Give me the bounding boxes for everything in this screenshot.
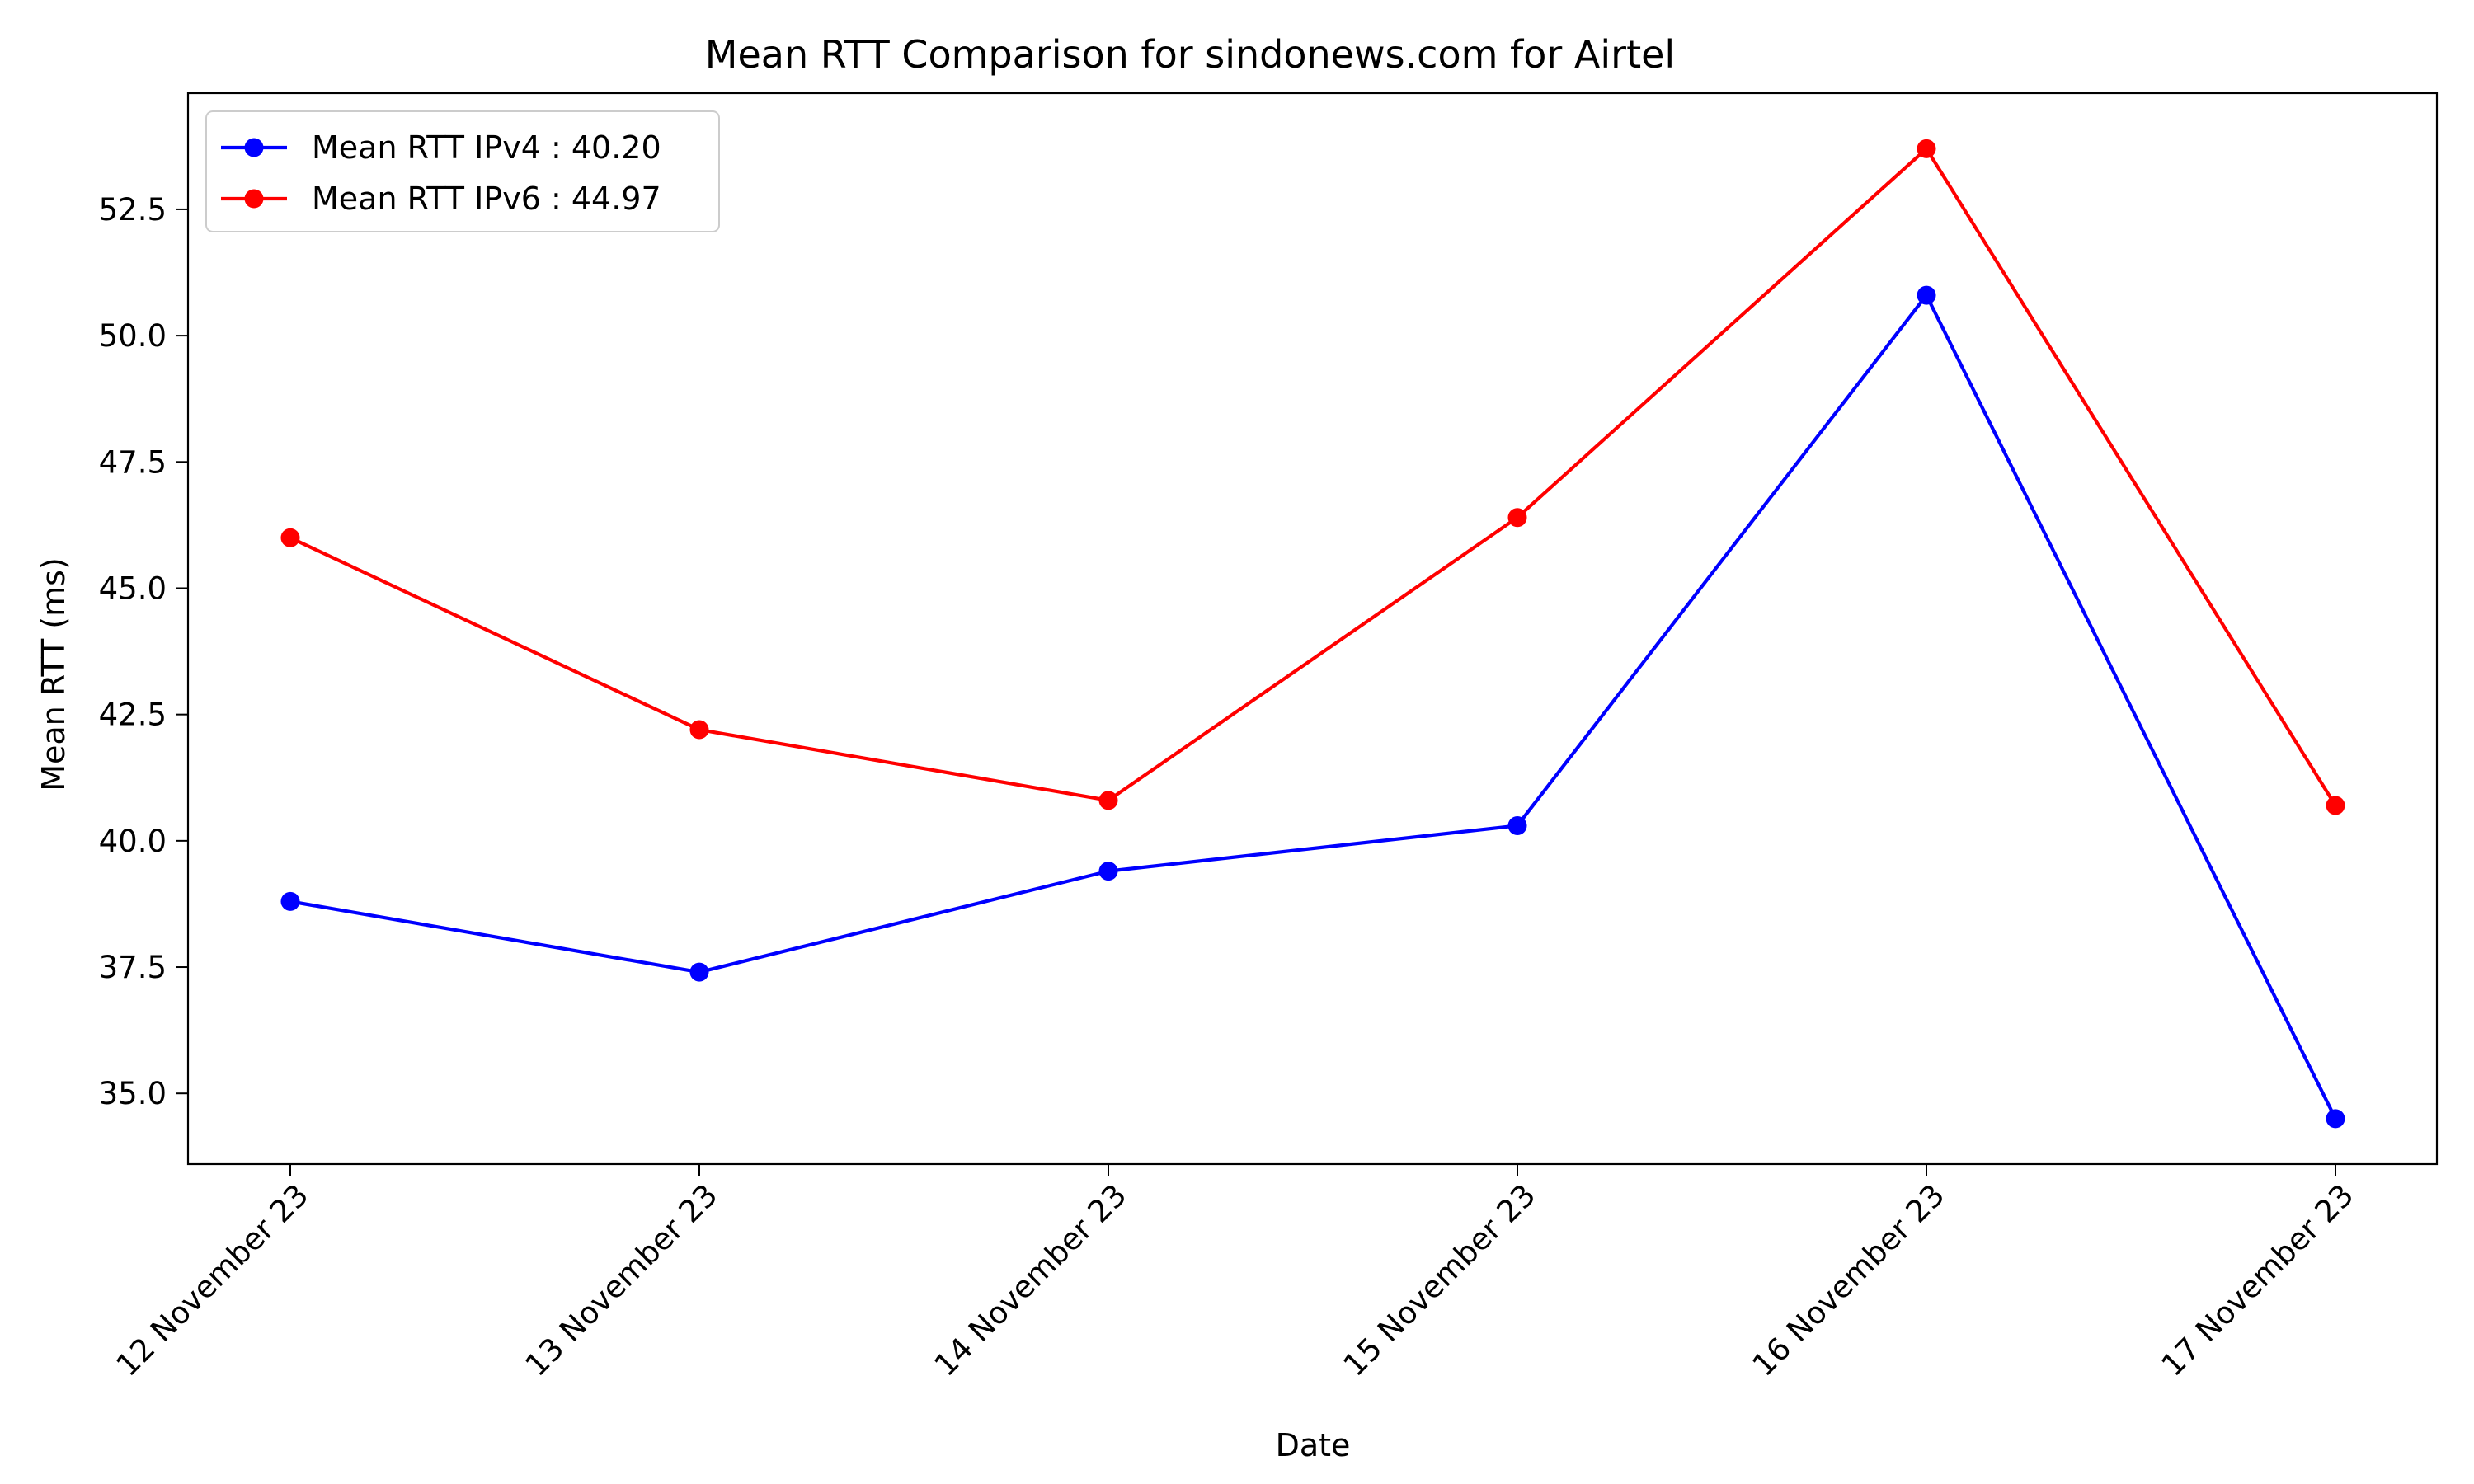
- chart-title: Mean RTT Comparison for sindonews.com fo…: [705, 32, 1675, 77]
- legend-marker-1: [244, 138, 264, 157]
- series-1-point: [2326, 1109, 2345, 1129]
- legend-box: [205, 110, 720, 232]
- series-2-point: [1098, 791, 1118, 810]
- y-tick-label: 37.5: [99, 950, 167, 985]
- series-1-point: [1098, 862, 1118, 881]
- series-1-point: [1507, 815, 1527, 835]
- series-2-point: [689, 720, 709, 740]
- y-tick-label: 50.0: [99, 318, 167, 354]
- y-tick-label: 35.0: [99, 1076, 167, 1111]
- legend-label-1: Mean RTT IPv4 : 40.20: [312, 129, 661, 166]
- legend: Mean RTT IPv4 : 40.20 Mean RTT IPv6 : 44.…: [205, 110, 720, 232]
- y-axis-label: Mean RTT (ms): [35, 557, 72, 791]
- series-line-2: [289, 147, 2337, 807]
- y-tick-label: 52.5: [99, 192, 167, 228]
- y-tick-label: 42.5: [99, 697, 167, 733]
- series-line-1: [289, 293, 2337, 1120]
- series-1-point: [1917, 285, 1936, 305]
- y-tick-label: 40.0: [99, 824, 167, 859]
- series-2-point: [2326, 796, 2345, 815]
- y-tick-label: 47.5: [99, 444, 167, 480]
- x-axis-label: Date: [1276, 1427, 1351, 1463]
- series-1-point: [689, 962, 709, 982]
- series-2-point: [1917, 139, 1936, 158]
- plot-frame: [186, 92, 2439, 1166]
- series-2-point: [1507, 508, 1527, 528]
- y-tick-label: 45.0: [99, 571, 167, 606]
- legend-marker-2: [244, 189, 264, 209]
- series-1-point: [280, 891, 300, 911]
- legend-label-2: Mean RTT IPv6 : 44.97: [312, 181, 661, 217]
- series-2-point: [280, 528, 300, 547]
